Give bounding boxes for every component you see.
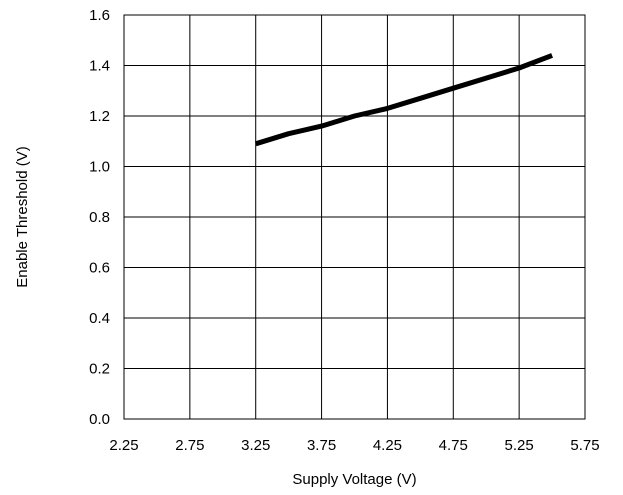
y-tick-label: 1.4 bbox=[89, 58, 110, 75]
plot-frame bbox=[123, 14, 586, 420]
y-tick-label: 0.0 bbox=[89, 411, 110, 428]
x-tick-labels: 2.25 2.75 3.25 3.75 4.25 4.75 5.25 5.75 bbox=[109, 437, 599, 454]
x-tick-label: 2.75 bbox=[175, 437, 204, 454]
x-tick-label: 5.25 bbox=[505, 437, 534, 454]
y-axis-label: Enable Threshold (V) bbox=[14, 146, 31, 287]
series-group bbox=[254, 53, 553, 147]
y-tick-labels: 0.0 0.2 0.4 0.6 0.8 1.0 1.2 1.4 1.6 bbox=[89, 7, 110, 428]
y-tick-label: 1.0 bbox=[89, 159, 110, 176]
y-tick-label: 0.6 bbox=[89, 260, 110, 277]
x-axis-label: Supply Voltage (V) bbox=[292, 471, 416, 488]
y-tick-label: 1.2 bbox=[89, 108, 110, 125]
x-tick-label: 2.25 bbox=[109, 437, 138, 454]
x-tick-label: 5.75 bbox=[570, 437, 599, 454]
y-tick-label: 0.2 bbox=[89, 361, 110, 378]
grid bbox=[123, 14, 586, 420]
x-tick-label: 3.75 bbox=[307, 437, 336, 454]
series-line bbox=[254, 53, 553, 147]
x-tick-label: 4.25 bbox=[373, 437, 402, 454]
y-tick-label: 0.8 bbox=[89, 209, 110, 226]
x-tick-label: 4.75 bbox=[439, 437, 468, 454]
y-tick-label: 0.4 bbox=[89, 310, 110, 327]
y-tick-label: 1.6 bbox=[89, 7, 110, 24]
x-tick-label: 3.25 bbox=[241, 437, 270, 454]
